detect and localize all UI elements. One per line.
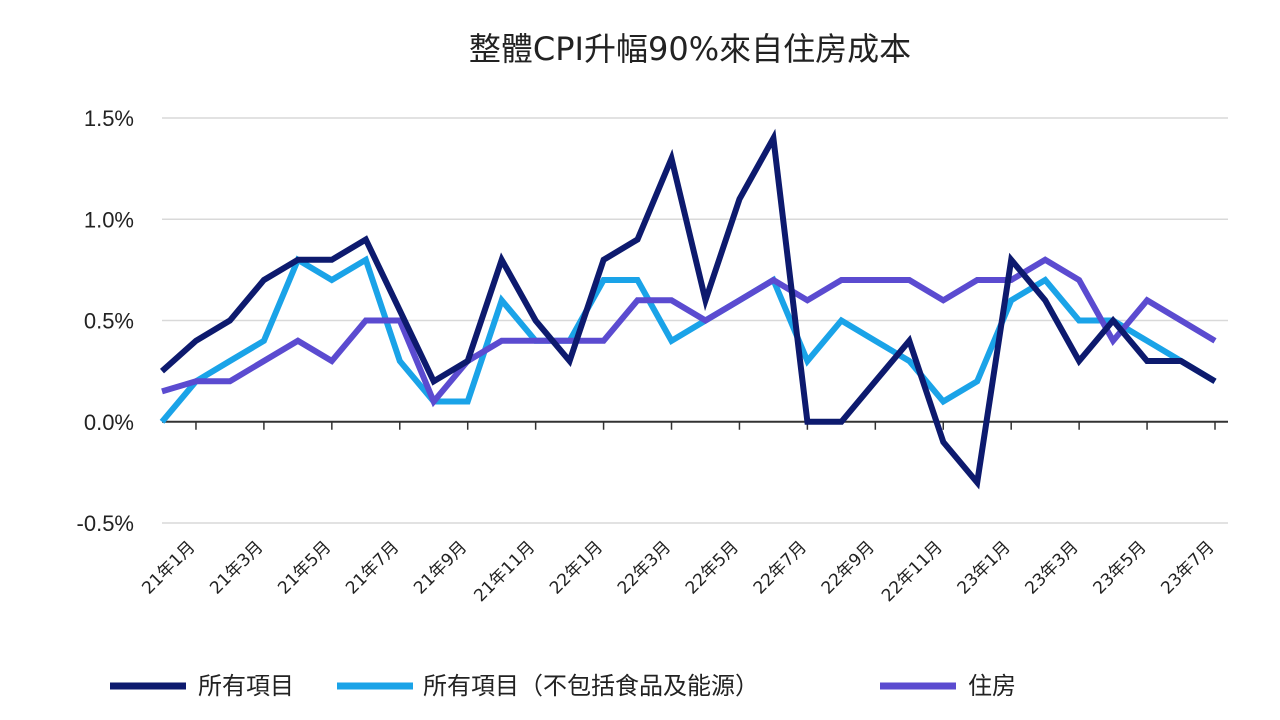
legend-label-0: 所有項目 xyxy=(198,672,294,700)
x-tick-label: 21年1月 xyxy=(138,537,199,598)
x-tick-label: 23年7月 xyxy=(1157,537,1218,598)
gridlines xyxy=(162,117,1228,524)
series-line-1 xyxy=(159,255,1217,424)
chart-title: 整體CPI升幅90%來自住房成本 xyxy=(469,30,911,68)
x-tick-label: 22年9月 xyxy=(818,537,879,598)
x-tick-label: 22年5月 xyxy=(682,537,743,598)
x-tick-label: 21年5月 xyxy=(274,537,335,598)
y-tick-label: -0.5% xyxy=(77,511,134,536)
y-tick-label: 1.5% xyxy=(84,106,134,131)
x-tick-label: 21年9月 xyxy=(410,537,471,598)
legend-label-1: 所有項目（不包括食品及能源） xyxy=(423,672,759,700)
x-tick-label: 22年3月 xyxy=(614,537,675,598)
x-tick-label: 23年3月 xyxy=(1022,537,1083,598)
y-tick-label: 0.5% xyxy=(84,309,134,334)
x-tick-label: 22年1月 xyxy=(546,537,607,598)
series-line-2 xyxy=(161,256,1217,408)
x-axis: 21年1月 21年3月 21年5月 21年7月 21年9月 21年11月 22年1月 22年3… xyxy=(138,420,1228,606)
y-tick-label: 0.0% xyxy=(84,410,134,435)
legend-label-2: 住房 xyxy=(968,672,1016,700)
x-tick-label: 22年11月 xyxy=(878,537,947,606)
legend: 所有項目 所有項目（不包括食品及能源） 住房 xyxy=(110,672,1016,700)
x-tick-label: 23年5月 xyxy=(1089,537,1150,598)
series-lines xyxy=(159,128,1217,490)
series-line-0 xyxy=(160,128,1217,490)
x-tick-label: 21年7月 xyxy=(342,537,403,598)
x-tick-label: 22年7月 xyxy=(750,537,811,598)
x-tick-label: 23年1月 xyxy=(954,537,1015,598)
y-axis-ticks: -0.5% 0.0% 0.5% 1.0% 1.5% xyxy=(77,106,134,536)
y-tick-label: 1.0% xyxy=(84,207,134,232)
x-tick-label: 21年3月 xyxy=(206,537,267,598)
x-tick-label: 21年11月 xyxy=(470,537,539,606)
